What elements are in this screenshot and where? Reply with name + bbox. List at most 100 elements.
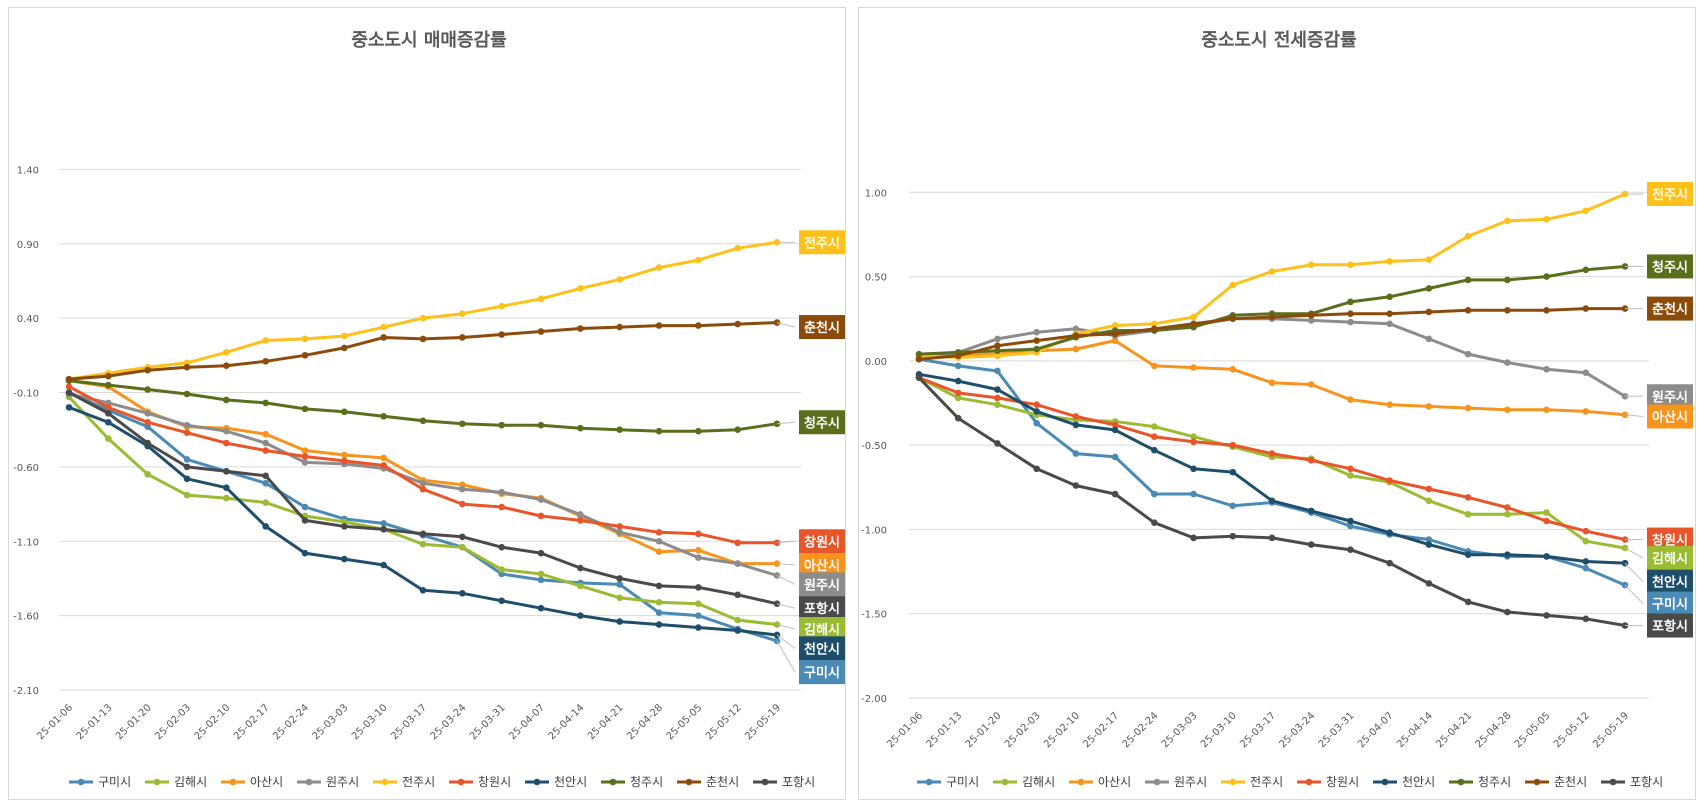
- data-point: [223, 349, 230, 356]
- data-point: [65, 375, 73, 383]
- data-point: [183, 491, 191, 499]
- data-point: [1307, 381, 1315, 388]
- data-point: [915, 374, 923, 382]
- data-point: [655, 427, 663, 435]
- y-tick-label: -1.00: [861, 525, 887, 536]
- data-point: [1386, 258, 1393, 265]
- data-point: [537, 570, 545, 578]
- legend-item: 구미시: [69, 775, 131, 789]
- legend-label: 전주시: [402, 775, 435, 789]
- end-label-box: [1647, 569, 1693, 594]
- data-point: [1543, 273, 1550, 280]
- data-point: [1425, 497, 1433, 505]
- data-point: [1151, 519, 1158, 526]
- end-label-box: [799, 230, 845, 255]
- data-point: [655, 529, 663, 536]
- data-point: [341, 332, 348, 340]
- data-point: [459, 420, 466, 428]
- data-point: [144, 386, 151, 393]
- data-point: [1033, 337, 1040, 344]
- data-point: [1464, 276, 1472, 284]
- end-label-box: [799, 315, 845, 340]
- data-point: [301, 549, 309, 557]
- data-point: [144, 418, 151, 426]
- x-tick-label: 25-02-24: [1121, 710, 1161, 750]
- data-point: [537, 576, 545, 584]
- data-point: [301, 517, 309, 524]
- leader-line: [776, 563, 796, 566]
- data-point: [144, 439, 151, 447]
- data-point: [380, 462, 387, 469]
- data-point: [498, 566, 505, 573]
- y-tick-label: -0.60: [13, 463, 39, 474]
- leader-line: [776, 624, 796, 630]
- data-point: [695, 612, 702, 619]
- end-label: 창원시: [804, 534, 840, 550]
- data-point: [954, 414, 962, 422]
- data-point: [1504, 551, 1511, 559]
- legend-label: 포항시: [782, 775, 815, 789]
- data-point: [459, 334, 466, 341]
- legend-label: 천안시: [1402, 774, 1435, 789]
- chart-panel-sale: 중소도시 매매증감률 1.40 0.90 0.40 -0.10 -0.60 -1.10 -1.…: [8, 7, 846, 800]
- legend-label: 아산시: [1098, 775, 1131, 789]
- data-point: [419, 530, 427, 538]
- data-point: [1111, 337, 1119, 344]
- chart-title: 중소도시 매매증감률: [351, 30, 506, 51]
- data-point: [734, 560, 741, 567]
- data-point: [734, 320, 741, 328]
- legend-label: 원주시: [326, 775, 359, 789]
- data-point: [616, 581, 623, 588]
- x-tick-label: 25-05-19: [743, 702, 783, 742]
- data-point: [380, 413, 387, 420]
- end-label: 포항시: [804, 601, 840, 617]
- y-tick-label: 1.00: [865, 188, 887, 199]
- data-point: [695, 530, 702, 538]
- data-point: [419, 314, 427, 322]
- data-point: [380, 323, 387, 331]
- data-point: [341, 408, 348, 416]
- data-point: [105, 418, 112, 426]
- x-tick-label: 25-03-10: [1199, 710, 1239, 750]
- data-point: [1072, 325, 1080, 333]
- data-point: [301, 335, 309, 343]
- data-point: [1425, 536, 1433, 543]
- data-point: [1386, 293, 1393, 301]
- data-point: [301, 453, 309, 460]
- data-point: [1072, 413, 1080, 420]
- data-point: [577, 564, 584, 572]
- x-tick-label: 25-02-10: [1042, 710, 1082, 750]
- x-tick-label: 25-02-17: [1081, 710, 1121, 750]
- end-label: 구미시: [804, 665, 840, 681]
- data-point: [695, 624, 702, 631]
- data-point: [1543, 406, 1550, 414]
- data-point: [1033, 401, 1040, 408]
- data-point: [655, 548, 663, 555]
- data-point: [734, 426, 741, 433]
- data-point: [734, 616, 741, 624]
- legend-label: 원주시: [1174, 775, 1207, 789]
- chart-panel-jeonse: 중소도시 전세증감률 1.00 0.50 0.00 -0.50 -1.00 -1.50 -2.…: [858, 7, 1696, 800]
- data-point: [301, 405, 309, 413]
- data-point: [994, 367, 1001, 375]
- end-label-box: [1647, 384, 1693, 409]
- data-point: [537, 295, 545, 303]
- end-label-box: [1647, 254, 1693, 279]
- leader-line: [776, 322, 796, 328]
- end-label: 전주시: [804, 235, 840, 251]
- data-point: [1582, 558, 1590, 565]
- data-point: [655, 537, 663, 545]
- data-point: [419, 540, 427, 548]
- data-point: [954, 389, 962, 397]
- end-label-box: [1647, 546, 1693, 571]
- y-tick-label: 0.00: [865, 357, 887, 368]
- data-point: [1229, 315, 1237, 323]
- series-line: [68, 391, 778, 606]
- end-label-box: [1647, 181, 1693, 206]
- y-tick-label: 0.50: [865, 273, 887, 284]
- data-point: [695, 546, 702, 554]
- data-point: [1543, 215, 1550, 223]
- data-point: [498, 488, 505, 496]
- data-point: [616, 323, 623, 331]
- x-tick-label: 25-04-14: [547, 702, 587, 742]
